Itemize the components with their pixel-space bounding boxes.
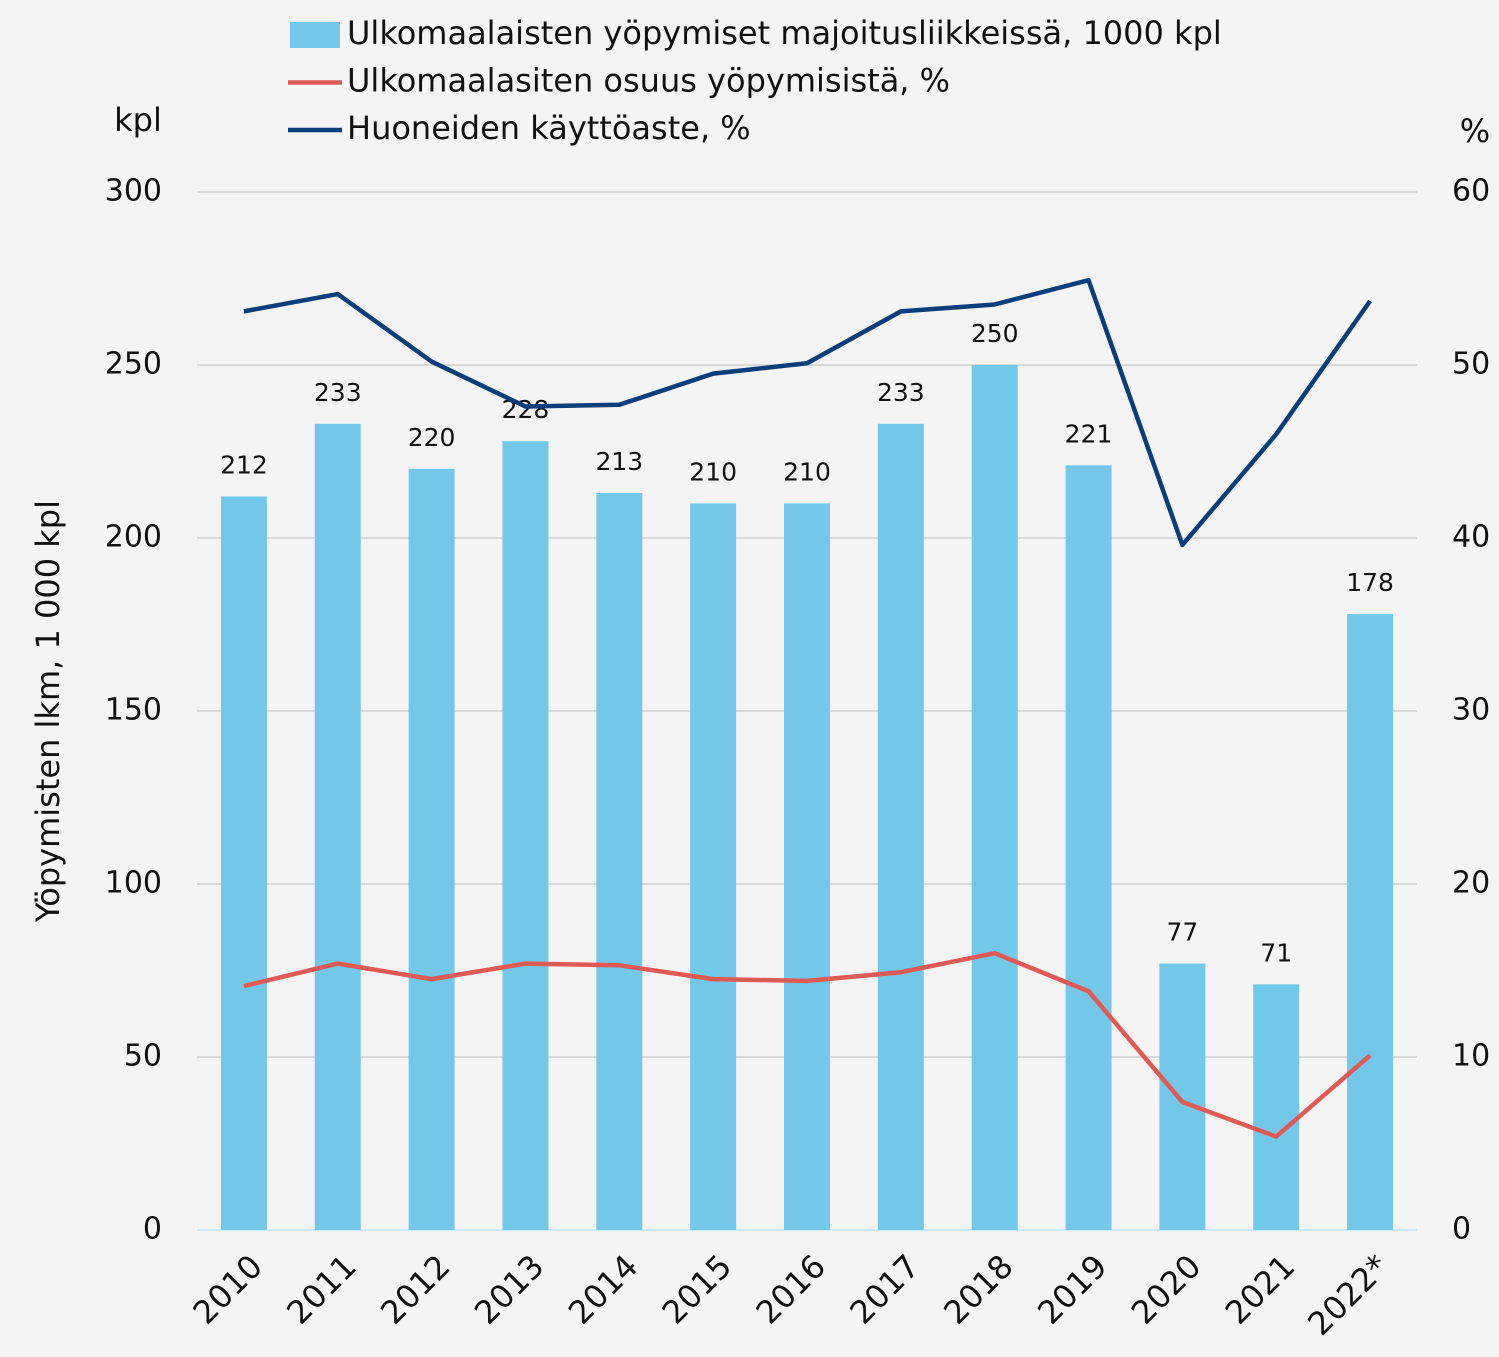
y-unit: kpl (114, 101, 162, 139)
bar (877, 423, 924, 1230)
bar (502, 441, 549, 1230)
legend-swatch (290, 22, 340, 48)
y2-tick-label: 0 (1452, 1212, 1471, 1247)
y2-tick-label: 60 (1452, 174, 1490, 209)
data-label: 212 (220, 450, 268, 479)
y2-tick-label: 20 (1452, 866, 1490, 901)
data-label: 178 (1346, 568, 1394, 597)
data-label: 233 (314, 378, 362, 407)
data-label: 221 (1065, 419, 1113, 448)
y-tick-label: 200 (105, 520, 162, 555)
y-axis-label: Yöpymisten lkm, 1 000 kpl (29, 500, 67, 923)
bar (1253, 984, 1300, 1230)
data-label: 213 (595, 447, 643, 476)
bar (220, 496, 267, 1231)
data-label: 77 (1166, 918, 1198, 947)
y2-unit: % (1460, 112, 1490, 150)
bar (1065, 465, 1112, 1231)
data-label: 210 (783, 457, 831, 486)
data-label: 220 (408, 423, 456, 452)
y-tick-label: 150 (105, 693, 162, 728)
bar (314, 423, 361, 1230)
bar (1159, 963, 1206, 1230)
bar (1347, 614, 1394, 1230)
line (243, 950, 1372, 1139)
data-label: 233 (877, 378, 925, 407)
bar (596, 493, 643, 1230)
data-label: 250 (971, 319, 1019, 348)
bar (690, 503, 737, 1230)
y-tick-label: 0 (143, 1212, 162, 1247)
y-tick-label: 300 (105, 174, 162, 209)
y2-tick-label: 30 (1452, 693, 1490, 728)
legend-label: Ulkomaalasiten osuus yöpymisistä, % (347, 62, 950, 100)
data-label: 71 (1260, 938, 1292, 967)
legend-label: Ulkomaalaisten yöpymiset majoitusliikkei… (347, 14, 1222, 52)
bar (784, 503, 830, 1230)
legend-label: Huoneiden käyttöaste, % (347, 109, 751, 147)
data-label: 210 (689, 457, 737, 486)
y2-tick-label: 40 (1452, 520, 1490, 555)
y-tick-label: 50 (124, 1039, 162, 1074)
y2-tick-label: 10 (1452, 1039, 1490, 1074)
y-tick-label: 100 (105, 866, 162, 901)
line (243, 277, 1372, 548)
bar (971, 365, 1018, 1230)
bar (408, 468, 455, 1230)
y2-tick-label: 50 (1452, 347, 1490, 382)
y-tick-label: 250 (105, 347, 162, 382)
